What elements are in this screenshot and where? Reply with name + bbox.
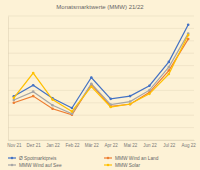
grid — [8, 16, 194, 140]
grid-line — [8, 28, 194, 29]
grid-line — [8, 102, 194, 103]
chart: Nov 21 Dez 21 Jan 22 Feb 22 Mär 22 Apr 22 Mai … — [0, 0, 200, 170]
background — [0, 0, 200, 170]
legend-label: MMW Wind auf See — [19, 163, 62, 168]
y-axis — [8, 17, 10, 141]
legend-marker — [11, 164, 13, 166]
legend-marker — [107, 157, 109, 159]
series-marker — [13, 102, 16, 105]
legend-swatch — [8, 164, 16, 165]
series-marker — [129, 95, 132, 98]
series-marker — [32, 84, 35, 87]
series-marker — [71, 107, 74, 110]
x-tick-label: Jan 22 — [46, 143, 60, 148]
grid-line — [8, 40, 194, 41]
legend-item: MMW Solar — [104, 163, 140, 168]
x-tick: Nov 21 — [7, 140, 22, 148]
x-tick: Aug 22 — [182, 140, 197, 148]
legend-label: MMW Wind an Land — [115, 156, 159, 161]
series-marker — [148, 84, 151, 87]
grid-line — [8, 140, 194, 141]
series-marker — [148, 89, 151, 92]
x-tick-label: Jun 22 — [143, 143, 157, 148]
series-marker — [71, 112, 74, 115]
series-marker — [71, 113, 74, 116]
series-marker — [168, 61, 171, 64]
legend-item: MMW Wind auf See — [8, 163, 62, 168]
legend-label: Ø Spotmarktpreis — [19, 156, 57, 161]
series-marker — [51, 98, 54, 101]
series-marker — [187, 23, 190, 26]
grid-line — [8, 127, 194, 128]
x-tick-label: Dez 21 — [27, 143, 42, 148]
series-marker — [32, 95, 35, 98]
series-marker — [51, 107, 54, 110]
grid-line — [8, 16, 194, 17]
plot: Nov 21 Dez 21 Jan 22 Feb 22 Mär 22 Apr 22 Mai … — [7, 16, 196, 148]
x-tick: Jun 22 — [143, 140, 157, 148]
legend-swatch — [104, 164, 112, 165]
legend-item: MMW Wind an Land — [104, 156, 159, 161]
series-marker — [129, 100, 132, 103]
legend-label: MMW Solar — [115, 163, 140, 168]
title: Monatsmarktwerte (MMW) 21/22 — [56, 4, 144, 10]
x-tick-label: Aug 22 — [182, 143, 197, 148]
x-tick: Apr 22 — [105, 140, 119, 148]
x-tick-label: Jul 22 — [163, 143, 176, 148]
series-group — [13, 23, 190, 116]
series-marker — [90, 76, 93, 79]
x-tick-label: Nov 21 — [7, 143, 22, 148]
series-line — [14, 35, 188, 111]
series-marker — [129, 103, 132, 106]
series-marker — [71, 110, 74, 113]
series-marker — [129, 103, 132, 106]
x-tick: Dez 21 — [27, 140, 42, 148]
series-marker — [148, 93, 151, 96]
x-tick-label: Feb 22 — [65, 143, 80, 148]
series-marker — [13, 97, 16, 100]
x-tick-label: Mär 22 — [85, 143, 100, 148]
x-tick: Jul 22 — [163, 140, 176, 148]
series-marker — [13, 99, 16, 102]
series-line — [14, 34, 188, 114]
series-marker — [90, 82, 93, 85]
legend-marker — [11, 157, 13, 159]
x-tick-label: Mai 22 — [124, 143, 138, 148]
grid-line — [8, 90, 194, 91]
series-marker — [168, 73, 171, 76]
legend-marker — [107, 164, 109, 166]
series-marker — [32, 90, 35, 93]
x-axis-line — [9, 140, 195, 141]
x-axis: Nov 21 Dez 21 Jan 22 Feb 22 Mär 22 Apr 22 Mai … — [7, 140, 196, 148]
legend: Ø Spotmarktpreis MMW Wind an Land MMW Wind… — [8, 156, 159, 168]
series-line — [14, 39, 188, 115]
x-tick: Feb 22 — [65, 140, 80, 148]
series-marker — [51, 104, 54, 107]
series-marker — [168, 66, 171, 69]
x-tick: Jan 22 — [46, 140, 60, 148]
grid-line — [8, 53, 194, 54]
series-marker — [187, 34, 190, 37]
x-tick: Mai 22 — [124, 140, 138, 148]
legend-item: Ø Spotmarktpreis — [8, 156, 57, 161]
legend-swatch — [104, 157, 112, 158]
y-axis-line — [8, 17, 9, 141]
series-marker — [90, 85, 93, 88]
series-marker — [109, 106, 112, 109]
series-marker — [32, 72, 35, 75]
grid-line — [8, 115, 194, 116]
x-tick: Mär 22 — [85, 140, 100, 148]
legend-swatch — [8, 157, 16, 158]
x-tick-label: Apr 22 — [105, 143, 119, 148]
series-marker — [109, 98, 112, 101]
